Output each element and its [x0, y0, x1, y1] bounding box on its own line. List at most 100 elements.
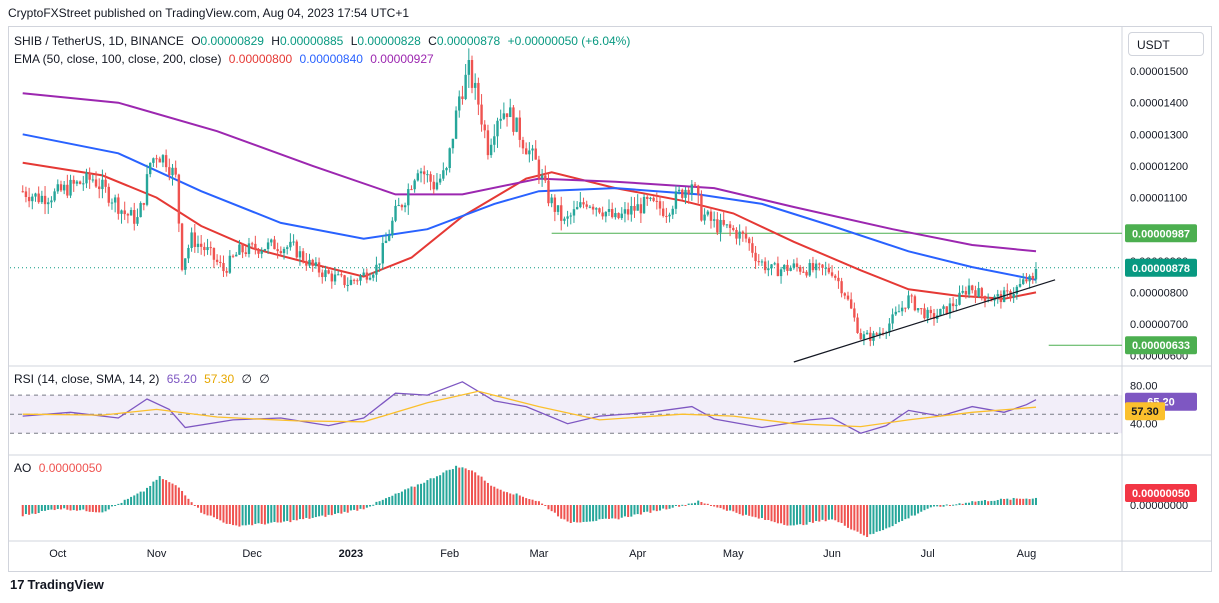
- candle-body: [996, 294, 999, 297]
- ao-bar: [521, 496, 524, 505]
- candle-body: [980, 288, 984, 297]
- ohlc-change: +0.00000050 (+6.04%): [507, 34, 631, 48]
- rsi-sma-tag: 57.30: [1131, 406, 1159, 418]
- ao-bar: [305, 505, 308, 518]
- candle-body: [932, 313, 936, 319]
- ao-bar: [544, 505, 547, 506]
- ao-bar: [789, 505, 792, 526]
- ao-bar: [509, 493, 512, 505]
- candle-body: [403, 205, 407, 208]
- candle-body: [59, 184, 63, 191]
- candle-body: [448, 148, 451, 169]
- candle-body: [155, 158, 158, 160]
- tradingview-logo-text: TradingView: [27, 577, 104, 592]
- ao-bar: [531, 499, 534, 505]
- candle-body: [964, 290, 968, 295]
- tradingview-logo[interactable]: 17 TradingView: [10, 577, 104, 592]
- ao-bar: [461, 467, 464, 505]
- candle-body: [971, 285, 974, 291]
- candle-body: [333, 274, 337, 282]
- ao-bar: [716, 505, 719, 508]
- candle-body: [888, 323, 891, 333]
- ao-bar: [263, 505, 266, 525]
- level-price-tag-bg: [1125, 336, 1197, 355]
- candle-body: [47, 202, 50, 205]
- candle-body: [566, 216, 569, 219]
- ao-bar: [639, 505, 642, 515]
- candle-body: [748, 238, 751, 244]
- candle-body: [120, 210, 123, 214]
- candle-body: [802, 271, 805, 273]
- candle-body: [279, 251, 283, 254]
- candle-body: [180, 223, 184, 270]
- sma-line: [22, 390, 1037, 428]
- ao-bar: [1012, 497, 1015, 505]
- candle-body: [343, 275, 346, 286]
- candle-body: [556, 205, 560, 212]
- candle-body: [413, 180, 416, 190]
- candle-body: [69, 179, 72, 196]
- candle-body: [499, 118, 502, 121]
- ema-100-line: [22, 133, 1037, 281]
- ao-bar: [662, 505, 665, 509]
- ao-bar: [897, 505, 900, 523]
- ao-bar: [21, 505, 24, 517]
- ao-bar: [936, 505, 939, 507]
- price-tick-label: 0.00000700: [1130, 319, 1188, 331]
- ao-bar: [837, 505, 840, 523]
- ao-bar: [729, 505, 732, 511]
- candle-body: [754, 252, 757, 262]
- candle-body: [222, 263, 225, 272]
- candle-body: [209, 247, 212, 249]
- candle-body: [263, 249, 267, 251]
- currency-button[interactable]: USDT: [1128, 32, 1204, 56]
- grid: [9, 27, 1211, 571]
- ao-bar: [811, 505, 814, 523]
- ao-value-tag: 0.00000050: [1132, 488, 1190, 500]
- candle-body: [85, 172, 88, 184]
- ao-bar: [407, 488, 410, 505]
- ao-bar: [1006, 498, 1009, 505]
- ao-bar: [958, 503, 961, 505]
- symbol-name[interactable]: SHIB / TetherUS, 1D, BINANCE: [14, 34, 184, 48]
- rsi-label[interactable]: RSI (14, close, SMA, 14, 2): [14, 372, 160, 386]
- ao-bar: [547, 505, 550, 510]
- candle-body: [977, 288, 980, 298]
- candle-body: [849, 299, 853, 309]
- ao-bar: [155, 479, 158, 505]
- ao-bar: [267, 505, 270, 524]
- candle-body: [321, 272, 324, 278]
- price-tick-label: 0.00001200: [1130, 161, 1188, 173]
- ao-bar: [117, 503, 120, 505]
- ao-bar: [1028, 499, 1031, 505]
- ao-bar: [799, 505, 802, 525]
- candle-body: [88, 172, 91, 180]
- ao-bar: [126, 498, 129, 505]
- candle-body: [400, 205, 404, 208]
- ao-bar: [725, 505, 728, 511]
- ao-bar: [91, 505, 94, 512]
- ao-bar: [369, 505, 372, 507]
- ao-bar: [572, 505, 575, 522]
- candle-body: [540, 175, 544, 179]
- candle-body: [442, 170, 445, 179]
- ao-bar: [859, 505, 862, 534]
- ema-label[interactable]: EMA (50, close, 100, close, 200, close): [14, 52, 222, 66]
- ao-label[interactable]: AO: [14, 461, 32, 475]
- candle-body: [273, 239, 276, 250]
- ao-bar: [971, 501, 974, 505]
- ao-bar: [429, 478, 432, 505]
- ao-bar: [550, 505, 553, 512]
- candle-body: [916, 308, 920, 311]
- ao-bar: [658, 505, 661, 511]
- ao-bar: [499, 489, 502, 505]
- ao-bar: [235, 505, 238, 526]
- ao-bar: [987, 501, 990, 505]
- candle-body: [585, 204, 588, 207]
- candle-body: [690, 184, 694, 194]
- candle-body: [66, 184, 69, 196]
- ao-bar: [490, 485, 493, 505]
- ao-bar: [321, 505, 324, 516]
- time-tick-label: Oct: [49, 548, 66, 560]
